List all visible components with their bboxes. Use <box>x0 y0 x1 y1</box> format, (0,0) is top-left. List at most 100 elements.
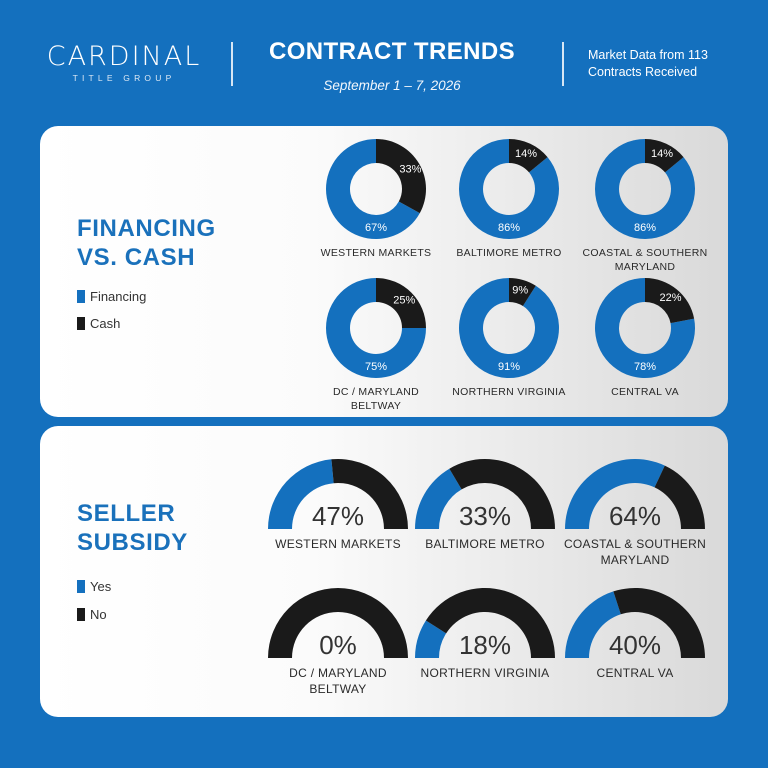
value-label-cash-western-markets: 33% <box>399 164 421 176</box>
category-label-coastal-southern-maryland-line-2: MARYLAND <box>600 553 670 567</box>
category-label-dc-maryland-beltway-line-1: DC / MARYLAND <box>333 386 419 398</box>
legend-swatch-no <box>77 608 85 621</box>
legend-yes: Yes <box>77 579 111 594</box>
value-label-yes-northern-virginia: 18% <box>459 630 511 660</box>
slice-financing-central-va <box>595 278 695 378</box>
subsidy-title-line-2: SUBSIDY <box>77 529 188 556</box>
value-label-cash-central-va: 22% <box>659 292 681 304</box>
slice-cash-northern-virginia <box>509 278 536 307</box>
financing-section-title: FINANCING VS. CASH <box>77 214 277 272</box>
slice-cash-dc-maryland-beltway <box>376 278 426 328</box>
value-label-financing-central-va: 78% <box>634 361 656 373</box>
donut-dc-maryland-beltway: 25% 75% <box>325 278 426 378</box>
arc-no-dc-maryland-beltway <box>268 588 408 658</box>
financing-title-line-1: FINANCING <box>77 215 216 242</box>
category-label-central-va-line-1: CENTRAL VA <box>611 386 679 398</box>
category-label-coastal-southern-maryland: COASTAL & SOUTHERN MARYLAND <box>575 246 715 274</box>
value-label-cash-coastal-southern-maryland: 14% <box>651 148 673 160</box>
page-title: CONTRACT TRENDS <box>269 38 515 65</box>
category-label-coastal-southern-maryland-line-2: MARYLAND <box>614 261 676 273</box>
arc-no-central-va <box>613 588 705 658</box>
category-label-northern-virginia: NORTHERN VIRGINIA <box>439 385 579 399</box>
category-label-dc-maryland-beltway: DC / MARYLAND BELTWAY <box>306 385 446 413</box>
gauge-central-va: 40% <box>565 588 705 660</box>
category-label-western-markets: WESTERN MARKETS <box>306 246 446 260</box>
category-label-dc-maryland-beltway-line-2: BELTWAY <box>350 400 402 412</box>
arc-no-northern-virginia <box>425 588 555 658</box>
arc-no-coastal-southern-maryland <box>654 465 705 529</box>
financing-title-line-2: VS. CASH <box>77 244 196 271</box>
legend-label-cash: Cash <box>90 316 121 331</box>
legend-label-yes: Yes <box>90 579 112 594</box>
legend-swatch-financing <box>77 290 85 303</box>
legend-no: No <box>77 607 107 622</box>
slice-financing-dc-maryland-beltway <box>325 278 426 378</box>
logo-subtitle: TITLE GROUP <box>72 73 176 83</box>
market-data-note: Market Data from 113 Contracts Received <box>588 47 748 81</box>
legend-label-financing: Financing <box>90 289 147 304</box>
arc-no-baltimore-metro <box>449 459 555 529</box>
arc-yes-northern-virginia <box>415 620 447 658</box>
category-label-baltimore-metro-line-1: BALTIMORE METRO <box>456 247 562 259</box>
legend-label-no: No <box>90 607 107 622</box>
category-label-northern-virginia-line-1: NORTHERN VIRGINIA <box>420 666 550 680</box>
category-label-northern-virginia-line-1: NORTHERN VIRGINIA <box>452 386 566 398</box>
header-divider-right <box>562 42 564 86</box>
value-label-cash-dc-maryland-beltway: 25% <box>393 295 415 307</box>
slice-cash-baltimore-metro <box>509 139 548 173</box>
logo-wordmark: CARDINAL <box>46 41 202 72</box>
subsidy-title-line-1: SELLER <box>77 500 176 527</box>
value-label-cash-baltimore-metro: 14% <box>515 148 537 160</box>
gauge-western-markets: 47% <box>268 459 408 531</box>
gauge-coastal-southern-maryland: 64% <box>565 459 705 531</box>
market-data-line-2: Contracts Received <box>588 65 698 79</box>
market-data-line-1: Market Data from 113 <box>588 48 708 62</box>
slice-cash-coastal-southern-maryland <box>645 139 684 173</box>
header-divider-left <box>231 42 233 86</box>
category-label-coastal-southern-maryland: COASTAL & SOUTHERN MARYLAND <box>560 536 710 568</box>
value-label-financing-baltimore-metro: 86% <box>498 222 520 234</box>
arc-yes-central-va <box>565 591 621 658</box>
financing-donut-charts: 33% 67% 14% 86% 14% 86% 25% 75% 9% 91% 22% 78% <box>325 139 695 378</box>
slice-financing-baltimore-metro <box>458 139 559 239</box>
category-label-western-markets-line-1: WESTERN MARKETS <box>320 247 432 259</box>
value-label-financing-dc-maryland-beltway: 75% <box>365 361 387 373</box>
donut-baltimore-metro: 14% 86% <box>458 139 559 239</box>
donut-northern-virginia: 9% 91% <box>459 278 559 378</box>
legend-swatch-cash <box>77 317 85 330</box>
category-label-western-markets-line-1: WESTERN MARKETS <box>275 537 401 551</box>
title-block: CONTRACT TRENDS September 1 – 7, 2026 <box>250 38 534 93</box>
legend-cash: Cash <box>77 316 120 331</box>
date-range: September 1 – 7, 2026 <box>323 78 461 93</box>
legend-swatch-yes <box>77 580 85 593</box>
subsidy-gauge-charts: 47% 33% 64% 0% 18% 40% <box>268 459 705 660</box>
value-label-cash-northern-virginia: 9% <box>512 285 528 297</box>
donut-western-markets: 33% 67% <box>326 139 427 239</box>
category-label-baltimore-metro: BALTIMORE METRO <box>439 246 579 260</box>
category-label-dc-maryland-beltway: DC / MARYLAND BELTWAY <box>263 665 413 697</box>
slice-financing-coastal-southern-maryland <box>594 139 695 239</box>
value-label-financing-western-markets: 67% <box>365 222 387 234</box>
category-label-central-va-line-1: CENTRAL VA <box>596 666 674 680</box>
category-label-coastal-southern-maryland-line-1: COASTAL & SOUTHERN <box>582 247 708 259</box>
donut-coastal-southern-maryland: 14% 86% <box>594 139 695 239</box>
category-label-central-va: CENTRAL VA <box>575 385 715 399</box>
gauge-dc-maryland-beltway: 0% <box>268 588 408 660</box>
subsidy-panel: SELLER SUBSIDY Yes No 47% 33% 64% 0% 18% 40% … <box>40 426 728 717</box>
value-label-financing-northern-virginia: 91% <box>498 361 520 373</box>
donut-central-va: 22% 78% <box>595 278 695 378</box>
category-label-dc-maryland-beltway-line-1: DC / MARYLAND <box>289 666 387 680</box>
brand-logo: CARDINAL TITLE GROUP <box>40 41 208 84</box>
arc-no-western-markets <box>331 459 408 529</box>
value-label-yes-baltimore-metro: 33% <box>459 501 511 531</box>
gauge-baltimore-metro: 33% <box>415 459 555 531</box>
legend-financing: Financing <box>77 289 146 304</box>
category-label-western-markets: WESTERN MARKETS <box>263 536 413 552</box>
slice-financing-western-markets <box>326 139 420 239</box>
value-label-yes-central-va: 40% <box>609 630 661 660</box>
value-label-yes-western-markets: 47% <box>312 501 364 531</box>
value-label-yes-coastal-southern-maryland: 64% <box>609 501 661 531</box>
category-label-northern-virginia: NORTHERN VIRGINIA <box>410 665 560 681</box>
category-label-baltimore-metro: BALTIMORE METRO <box>410 536 560 552</box>
gauge-northern-virginia: 18% <box>415 588 555 660</box>
